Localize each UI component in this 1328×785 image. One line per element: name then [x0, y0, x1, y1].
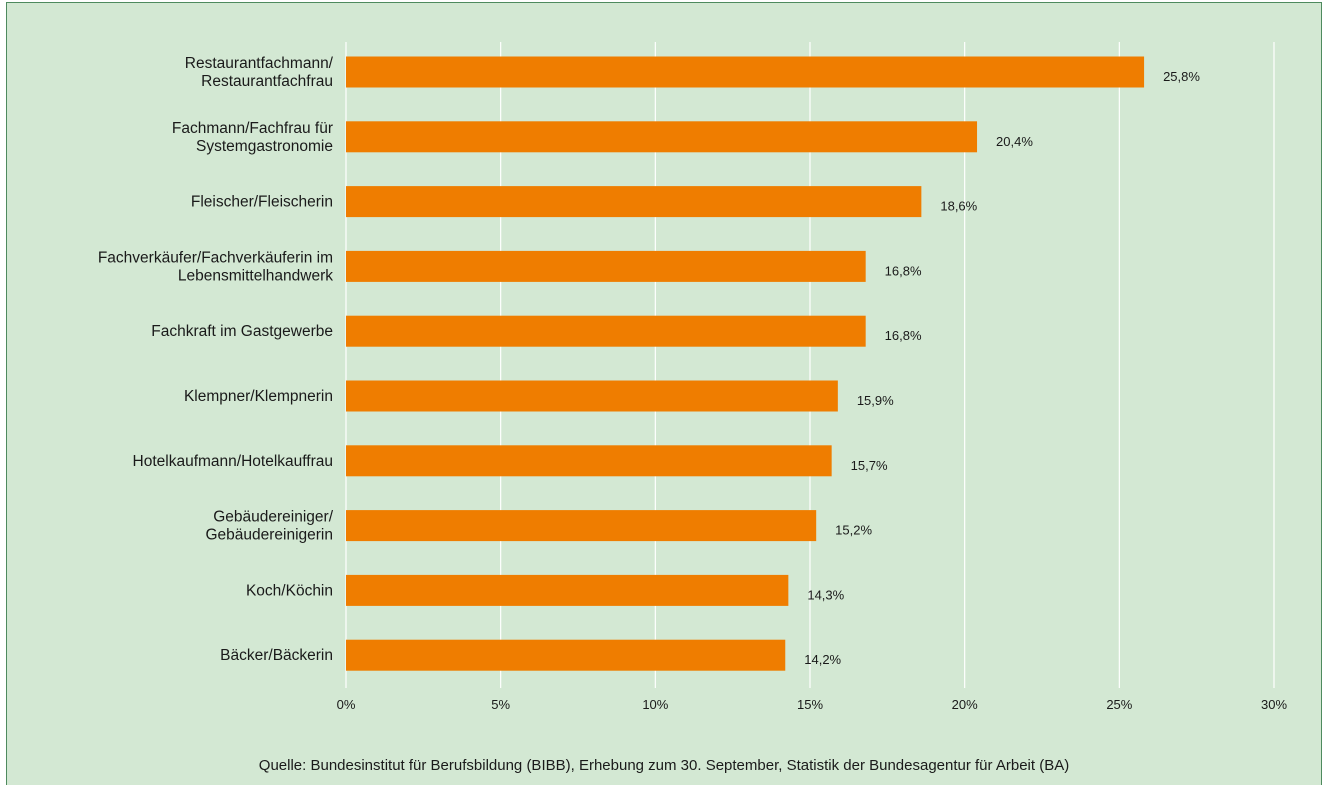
x-tick-label: 25% [1106, 697, 1132, 712]
category-label: Koch/Köchin [246, 582, 333, 599]
category-label: Systemgastronomie [196, 138, 333, 155]
category-label: Gebäudereinigerin [205, 527, 333, 544]
data-label: 15,2% [835, 523, 872, 538]
x-tick-label: 15% [797, 697, 823, 712]
data-label: 14,2% [804, 652, 841, 667]
x-axis-ticks: 0% 5% 10% 15% 20% 25% 30% [337, 697, 1288, 712]
category-label: Hotelkaufmann/Hotelkauffrau [133, 453, 333, 470]
data-labels: 25,8% 20,4% 18,6% 16,8% 16,8% 15,9% 15,7% 15,2%… [804, 69, 1200, 667]
data-label: 16,8% [885, 328, 922, 343]
x-tick-label: 0% [337, 697, 356, 712]
category-label: Fleischer/Fleischerin [191, 194, 333, 211]
data-label: 14,3% [807, 587, 844, 602]
data-label: 15,9% [857, 393, 894, 408]
category-label: Gebäudereiniger/ [213, 509, 333, 526]
data-label: 15,7% [851, 458, 888, 473]
category-label: Fachverkäufer/Fachverkäuferin im [98, 249, 333, 266]
category-label: Bäcker/Bäckerin [220, 647, 333, 664]
data-label: 25,8% [1163, 69, 1200, 84]
bar [346, 639, 786, 671]
bar [346, 186, 922, 218]
data-label: 18,6% [940, 199, 977, 214]
category-label: Restaurantfachmann/ [185, 55, 334, 72]
bar [346, 56, 1145, 88]
category-label: Fachmann/Fachfrau für [172, 120, 333, 137]
x-tick-label: 30% [1261, 697, 1287, 712]
source-note: Quelle: Bundesinstitut für Berufsbildung… [258, 757, 1070, 774]
category-label: Fachkraft im Gastgewerbe [151, 323, 333, 340]
category-label: Lebensmittelhandwerk [178, 267, 333, 284]
x-tick-label: 5% [491, 697, 510, 712]
bar [346, 121, 978, 153]
category-label: Restaurantfachfrau [201, 73, 333, 90]
data-label: 16,8% [885, 263, 922, 278]
bar [346, 574, 789, 606]
x-tick-label: 20% [952, 697, 978, 712]
category-label: Klempner/Klempnerin [184, 388, 333, 405]
bar [346, 510, 817, 542]
x-tick-label: 10% [642, 697, 668, 712]
category-labels: Restaurantfachmann/Restaurantfachfrau Fac… [98, 55, 334, 664]
bars [346, 56, 1145, 671]
bar [346, 250, 866, 282]
data-label: 20,4% [996, 134, 1033, 149]
bar [346, 380, 838, 412]
bar [346, 315, 866, 347]
bar [346, 445, 832, 477]
